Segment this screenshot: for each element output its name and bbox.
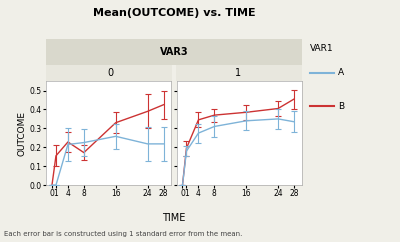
Y-axis label: OUTCOME: OUTCOME xyxy=(18,111,27,156)
Text: B: B xyxy=(338,102,344,111)
Text: 0: 0 xyxy=(107,68,113,78)
Text: VAR3: VAR3 xyxy=(160,47,188,57)
Text: TIME: TIME xyxy=(162,213,186,223)
Text: Each error bar is constructed using 1 standard error from the mean.: Each error bar is constructed using 1 st… xyxy=(4,231,242,237)
Text: 1: 1 xyxy=(235,68,241,78)
Text: A: A xyxy=(338,68,344,77)
Text: VAR1: VAR1 xyxy=(310,44,334,53)
Text: Mean(OUTCOME) vs. TIME: Mean(OUTCOME) vs. TIME xyxy=(93,8,255,18)
